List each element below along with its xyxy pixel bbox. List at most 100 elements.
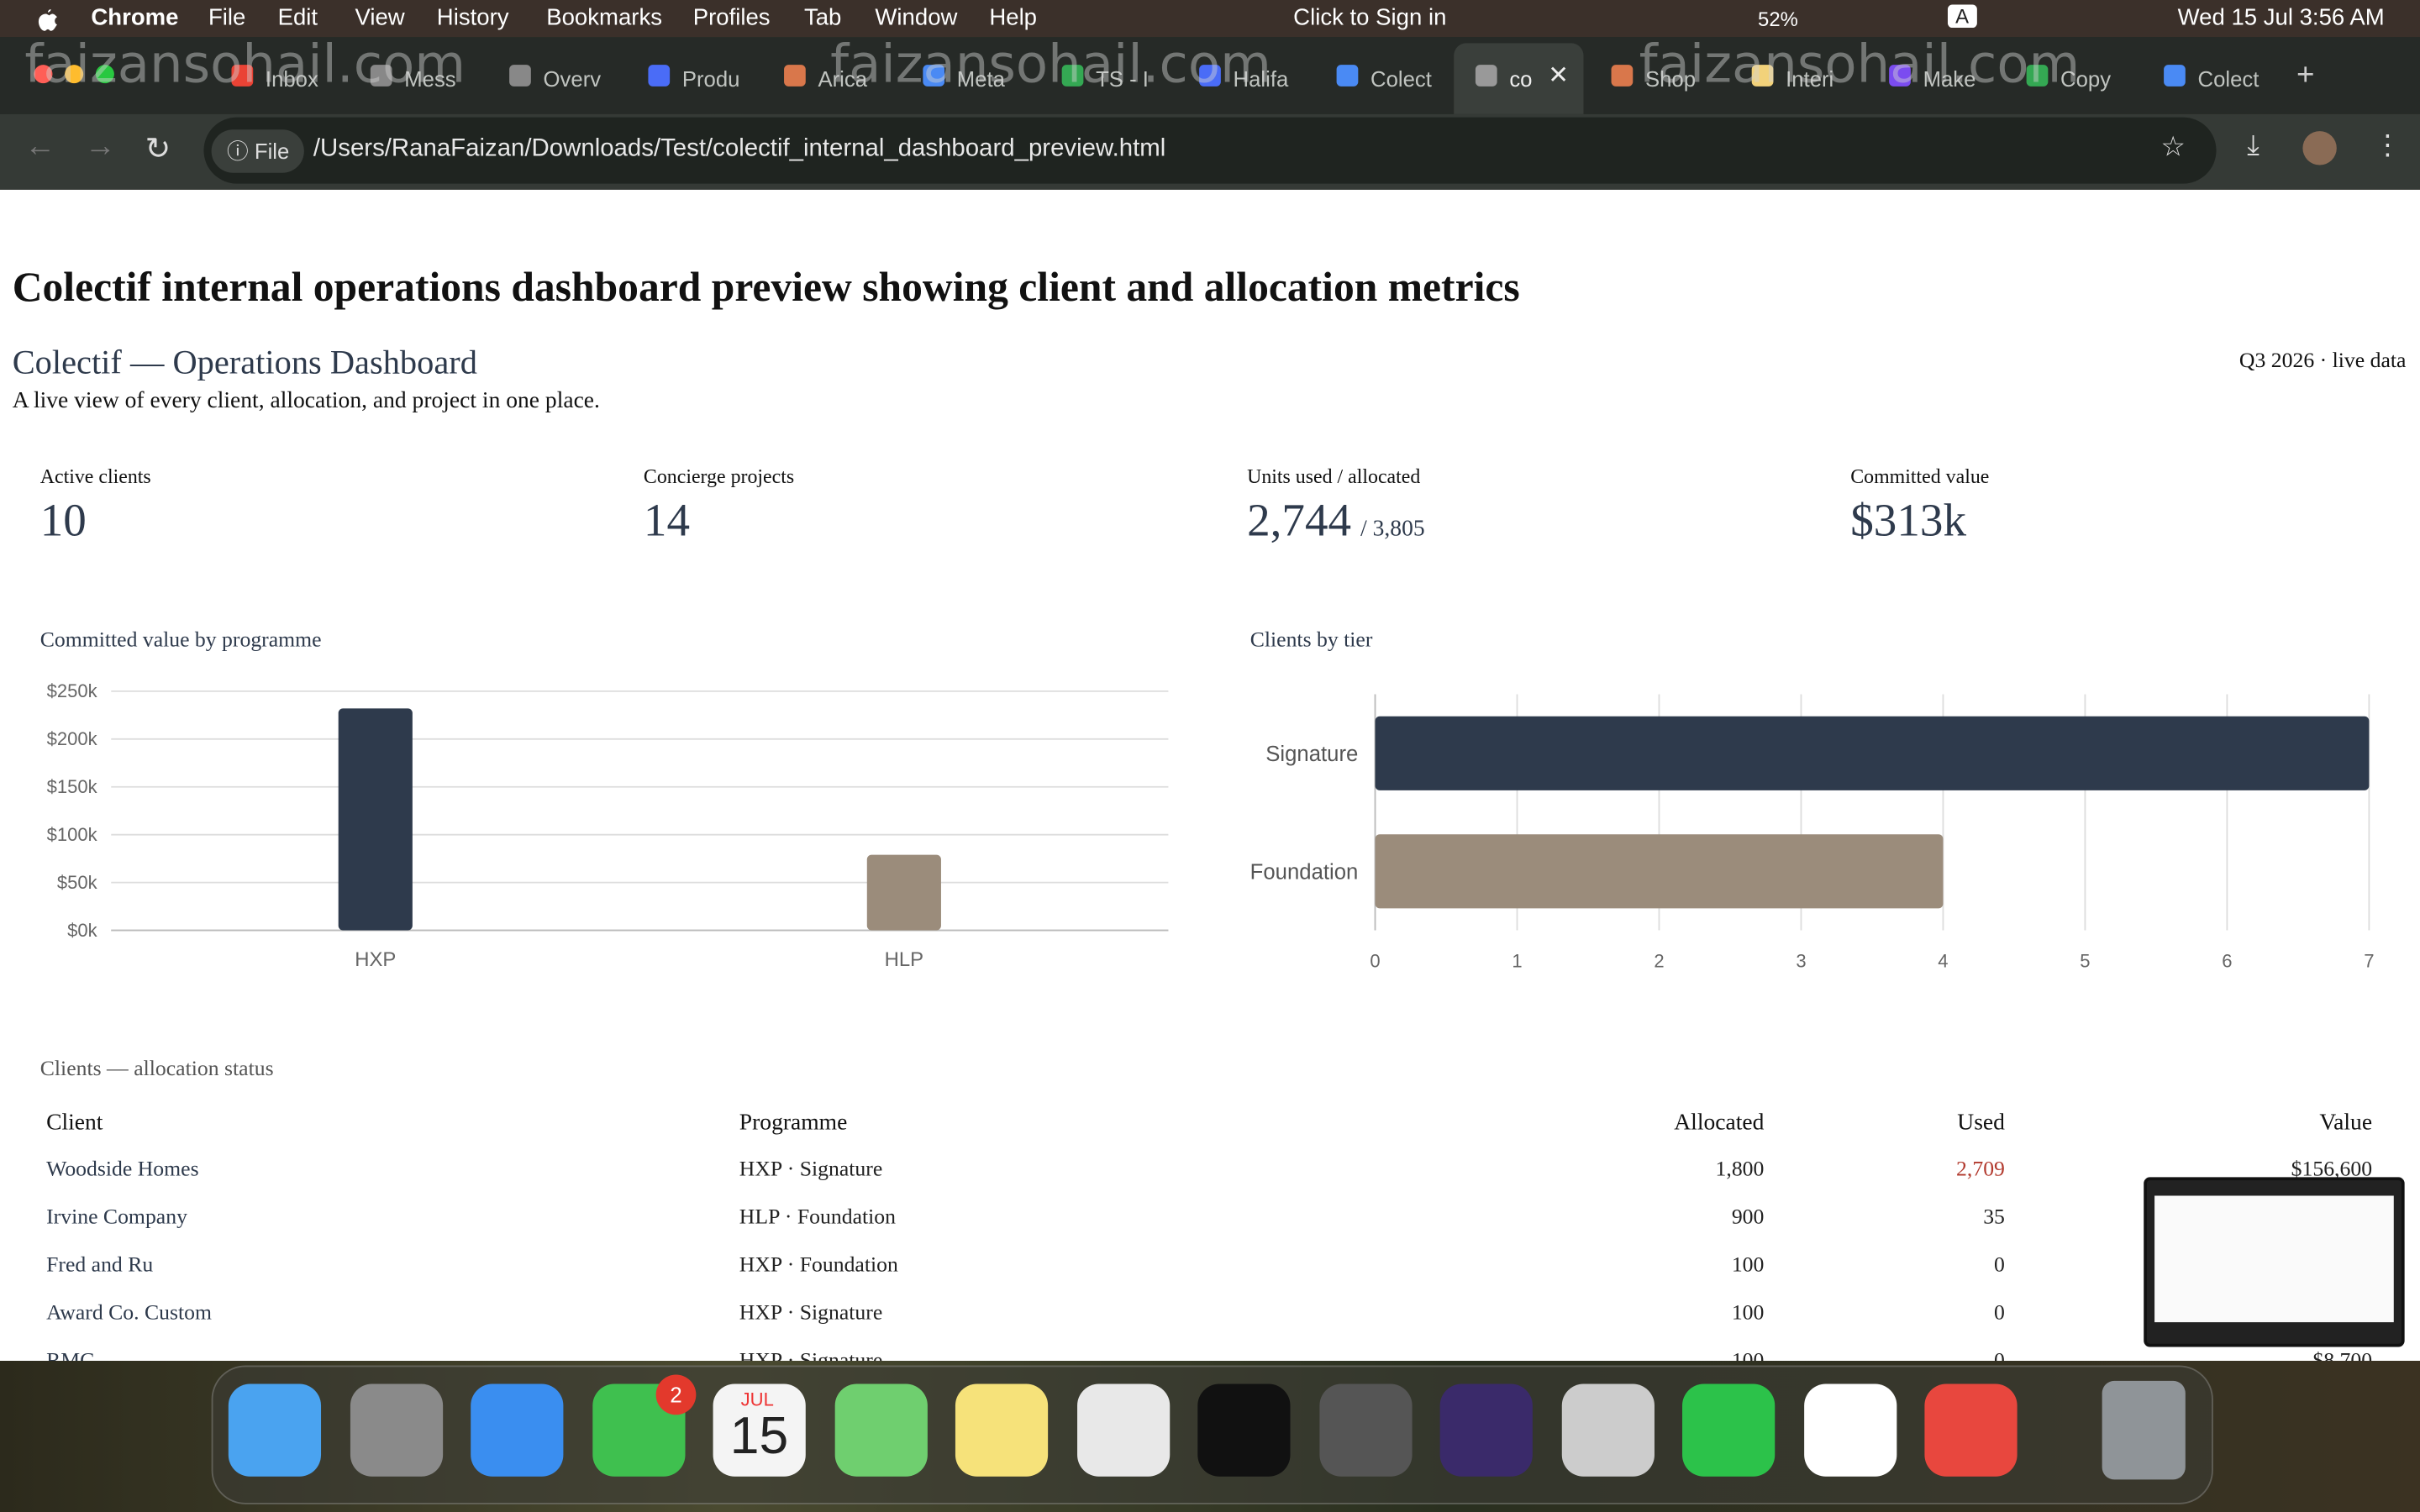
menu-item[interactable]: File: [208, 4, 246, 31]
tab-title[interactable]: Halifa: [1233, 66, 1289, 92]
tab-title[interactable]: Produ: [681, 66, 740, 92]
tab-title[interactable]: Colect: [2197, 66, 2260, 92]
apple-logo: [38, 9, 57, 31]
dock-app[interactable]: [228, 1383, 322, 1477]
cell-used: 0: [1994, 1350, 2005, 1361]
menu-item[interactable]: Tab: [803, 4, 842, 31]
profile[interactable]: [2302, 131, 2337, 165]
tab-close[interactable]: ✕: [1548, 63, 1569, 90]
tab-title[interactable]: Interi: [1786, 66, 1834, 92]
cell-allocated: 100: [1731, 1302, 1765, 1326]
dock-app[interactable]: [350, 1383, 443, 1477]
menu-item[interactable]: Edit: [277, 4, 318, 31]
period: Q3 2026 · live data: [2238, 349, 2407, 374]
tab-title[interactable]: TS - I: [1096, 66, 1149, 92]
dock-app[interactable]: [1318, 1383, 1412, 1477]
x-tick-label: HXP: [355, 948, 396, 971]
kpi-suffix: / 3,805: [1360, 517, 1425, 542]
x-tick-label: 7: [2364, 951, 2374, 972]
downloads[interactable]: ⤓: [2247, 129, 2260, 161]
menu-bar: Chrome Click to Sign in 52% A Wed 15 Jul…: [0, 0, 2420, 38]
reload[interactable]: ↻: [145, 132, 171, 167]
sign-in[interactable]: Click to Sign in: [1293, 4, 1447, 31]
menu-item[interactable]: View: [355, 4, 405, 31]
forward[interactable]: →: [85, 129, 116, 164]
dock-app[interactable]: [834, 1383, 927, 1477]
column-header: Used: [1957, 1110, 2005, 1136]
tab-title[interactable]: Copy: [2060, 66, 2112, 92]
dock-app[interactable]: [471, 1383, 564, 1477]
trash[interactable]: [2102, 1380, 2186, 1480]
tab-icon: [923, 65, 945, 87]
tab-title[interactable]: Colect: [1370, 66, 1432, 92]
toolbar: ← → ↻ ⓘ File /Users/RanaFaizan/Downloads…: [0, 113, 2420, 190]
menu[interactable]: ⋮: [2373, 129, 2402, 161]
tab-title[interactable]: Meta: [956, 66, 1005, 92]
y-tick-label: $50k: [57, 872, 98, 893]
tab-strip: + Inbox Mess Overv Produ Arica Meta TS - I Hali…: [0, 37, 2420, 114]
cell-allocated: 1,800: [1715, 1158, 1765, 1182]
zoom-window[interactable]: [95, 65, 114, 84]
x-tick-label: HLP: [885, 948, 923, 971]
calendar-month: JUL: [740, 1389, 774, 1410]
menu-item[interactable]: Profiles: [692, 4, 771, 31]
x-tick-label: 4: [1938, 951, 1948, 972]
scheme-chip[interactable]: ⓘ File: [211, 129, 305, 173]
column-header: Allocated: [1674, 1110, 1765, 1136]
close-window[interactable]: [34, 65, 53, 84]
dock-app[interactable]: [1803, 1383, 1897, 1477]
bookmark-star[interactable]: ☆: [2160, 131, 2186, 162]
bar: [866, 854, 941, 931]
x-tick-label: 5: [2080, 951, 2090, 972]
column-header: Value: [2319, 1110, 2373, 1136]
dock-app[interactable]: [955, 1383, 1049, 1477]
tab-icon: [1199, 65, 1221, 87]
tab-icon: [1475, 65, 1497, 87]
tab-title[interactable]: Overv: [543, 66, 602, 92]
tab-title[interactable]: Make: [1923, 66, 1976, 92]
menu-item[interactable]: Help: [989, 4, 1038, 31]
menu-item[interactable]: Window: [875, 4, 958, 31]
minimize-window[interactable]: [65, 65, 84, 84]
dock-app[interactable]: [1197, 1383, 1291, 1477]
tab-title[interactable]: Inbox: [265, 66, 318, 92]
tab-title[interactable]: Shop: [1644, 66, 1697, 92]
dock-app[interactable]: [1076, 1383, 1170, 1477]
input-source[interactable]: A: [1947, 4, 1977, 29]
tab-title[interactable]: Mess: [404, 66, 456, 92]
app-name[interactable]: Chrome: [91, 4, 179, 31]
dock-app[interactable]: [1682, 1383, 1776, 1477]
clock: Wed 15 Jul 3:56 AM: [2177, 4, 2385, 31]
cell-value: $8,700: [2312, 1350, 2372, 1361]
screenshot-thumbnail[interactable]: [2144, 1177, 2405, 1347]
x-tick-label: 3: [1796, 951, 1806, 972]
chart-title: Clients by tier: [1250, 627, 1373, 652]
kpi-value-row: 10: [40, 496, 87, 548]
calendar-day: 15: [729, 1407, 789, 1466]
dock-app[interactable]: [1924, 1383, 2018, 1477]
menu-item[interactable]: History: [436, 4, 509, 31]
dock-app[interactable]: [1439, 1383, 1533, 1477]
new-tab[interactable]: +: [2296, 58, 2315, 93]
dock-app[interactable]: [713, 1383, 806, 1477]
battery: 52%: [1758, 8, 1798, 31]
address-bar[interactable]: ⓘ File /Users/RanaFaizan/Downloads/Test/…: [203, 117, 2217, 184]
bar: [1375, 716, 2370, 790]
menu-item[interactable]: Bookmarks: [546, 4, 663, 31]
y-tick-label: Signature: [1265, 743, 1358, 766]
x-tick-label: 0: [1370, 951, 1380, 972]
y-tick-label: Foundation: [1250, 860, 1359, 884]
tab-title[interactable]: Arica: [818, 66, 868, 92]
cell-client: Award Co. Custom: [46, 1302, 213, 1326]
tab-icon: [1751, 65, 1774, 87]
y-tick-label: $0k: [67, 920, 98, 941]
column-header: Programme: [739, 1110, 848, 1136]
back[interactable]: ←: [24, 129, 56, 164]
tab-icon: [648, 65, 671, 87]
tab-title[interactable]: co: [1509, 66, 1533, 92]
kpi-label: Active clients: [39, 464, 151, 488]
dock-app[interactable]: [1560, 1383, 1655, 1477]
cell-used: 0: [1994, 1302, 2005, 1326]
cell-allocated: 900: [1731, 1206, 1765, 1230]
